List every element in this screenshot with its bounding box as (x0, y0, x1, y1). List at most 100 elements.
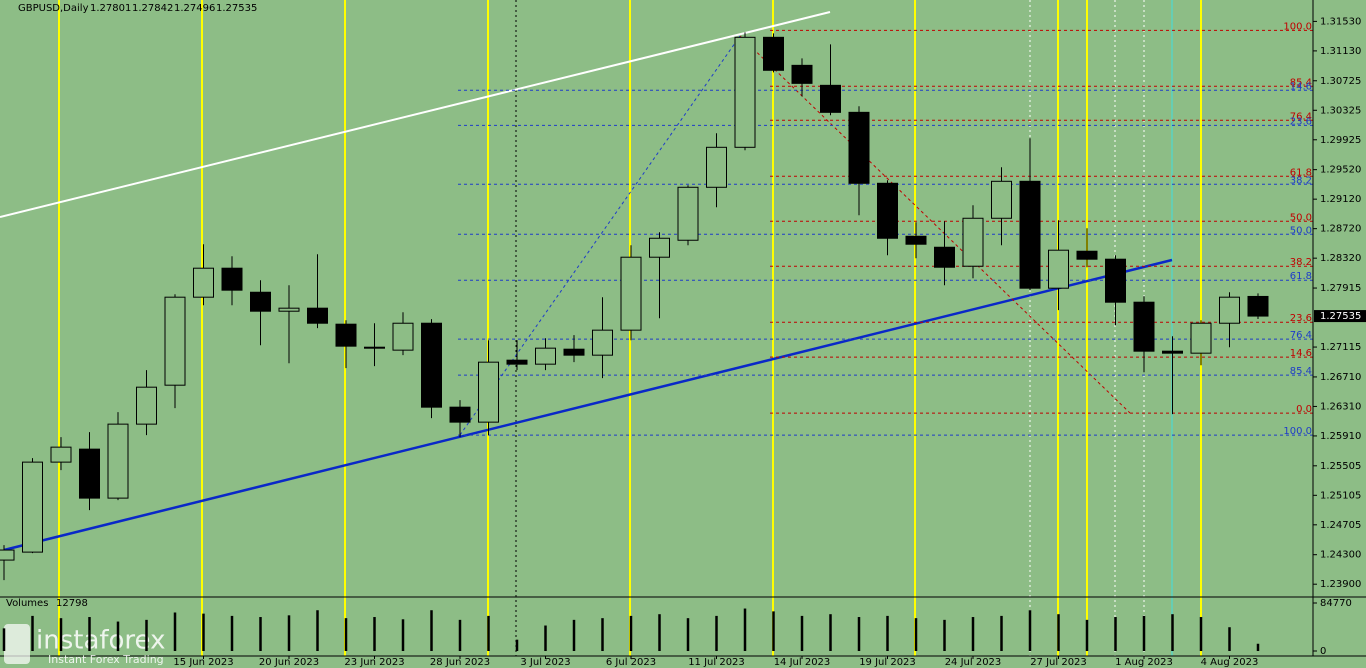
volume-tick-label: 84770 (1320, 598, 1352, 609)
candle-body (107, 423, 129, 499)
candle-body (1190, 322, 1212, 354)
watermark: instaforex Instant Forex Trading (4, 624, 165, 666)
candle-body (79, 448, 100, 499)
candle-body (877, 182, 898, 239)
candle-body (1247, 295, 1269, 317)
y-tick-label: 1.29120 (1320, 194, 1361, 205)
fib-label: 38.2 (1290, 257, 1312, 268)
candle-body (848, 111, 870, 184)
x-tick-label: 27 Jul 2023 (1030, 657, 1087, 668)
fib-trend (739, 35, 1131, 414)
fib-label: 14.6 (1290, 81, 1312, 92)
candle-body (563, 348, 585, 356)
fib-label: 76.4 (1290, 111, 1312, 122)
fib-label: 38.2 (1290, 175, 1312, 186)
candle-body (734, 36, 756, 148)
candle-body (506, 359, 528, 365)
y-tick-label: 1.25105 (1320, 490, 1361, 501)
x-tick-label: 19 Jul 2023 (859, 657, 916, 668)
y-tick-label: 1.26310 (1320, 401, 1361, 412)
x-tick-label: 20 Jun 2023 (259, 657, 319, 668)
candle-body (478, 361, 499, 423)
candle-body (905, 235, 927, 245)
y-tick-label: 1.31530 (1320, 16, 1361, 27)
x-tick-label: 24 Jul 2023 (945, 657, 1002, 668)
y-tick-label: 1.25910 (1320, 431, 1361, 442)
week-lines (515, 0, 1145, 656)
y-tick-label: 1.25505 (1320, 461, 1361, 472)
y-tick-label: 1.27115 (1320, 342, 1361, 353)
fib-label: 85.4 (1290, 366, 1312, 377)
price-tag-label: 1.27535 (1320, 311, 1361, 322)
x-tick-label: 1 Aug 2023 (1115, 657, 1173, 668)
candle-body (535, 347, 556, 365)
trend-line (0, 11, 831, 218)
symbol: GBPUSD,Daily (18, 3, 89, 14)
y-tick-label: 1.24300 (1320, 550, 1361, 561)
candle-body (592, 329, 613, 356)
volume-value: 12798 (56, 598, 88, 609)
candle-body (962, 217, 984, 267)
candle-body (0, 549, 15, 561)
brand: instaforex (36, 626, 165, 656)
x-tick-label: 28 Jun 2023 (430, 657, 490, 668)
candle-body (335, 323, 357, 347)
y-tick-label: 1.26710 (1320, 372, 1361, 383)
candle-body (791, 64, 813, 84)
candle-body (278, 307, 300, 312)
price-tag (1314, 310, 1366, 323)
candle-body (1162, 350, 1183, 354)
trend-line (3, 258, 1173, 552)
candle-body (164, 296, 186, 386)
y-tick-label: 1.31130 (1320, 46, 1361, 57)
candle-body (763, 36, 784, 71)
ohlc-open: 1.27801 (90, 3, 131, 14)
y-tick-label: 1.28320 (1320, 253, 1361, 264)
fib-label: 85.4 (1290, 77, 1312, 88)
ohlc-low: 1.27496 (174, 3, 215, 14)
fib-label: 23.6 (1290, 313, 1312, 324)
candle-body (1219, 296, 1240, 324)
x-tick-label: 23 Jun 2023 (344, 657, 404, 668)
candle-body (1019, 180, 1041, 289)
candle-body (620, 256, 642, 331)
fib-label: 23.6 (1290, 116, 1312, 127)
fib-label: 50.0 (1290, 225, 1312, 236)
ohlc-high: 1.27842 (132, 3, 173, 14)
volume-title: Volumes (6, 598, 48, 609)
candle-body (1076, 250, 1098, 260)
candle-body (221, 267, 243, 291)
ohlc-close: 1.27535 (216, 3, 257, 14)
x-tick-label: 4 Aug 2023 (1201, 657, 1259, 668)
fib-label: 50.0 (1290, 212, 1312, 223)
candle-body (364, 346, 385, 349)
x-tick-label: 3 Jul 2023 (520, 657, 570, 668)
y-tick-label: 1.29520 (1320, 165, 1361, 176)
candle-body (649, 237, 670, 258)
fib-label: 14.6 (1290, 348, 1312, 359)
candle-body (421, 322, 442, 408)
y-tick-label: 1.28720 (1320, 224, 1361, 235)
x-tick-label: 11 Jul 2023 (688, 657, 745, 668)
plot: 100.0 85.4 76.4 61.8 50.0 38.2 23.6 14.6 0.0 14.6… (0, 21, 1313, 581)
y-tick-label: 1.30325 (1320, 105, 1361, 116)
candle-body (22, 461, 43, 553)
fib-label: 76.4 (1290, 330, 1312, 341)
candle-body (677, 186, 699, 241)
candle-body (1133, 301, 1155, 352)
candle-body (392, 322, 414, 351)
candle-body (193, 267, 214, 298)
x-tick-label: 6 Jul 2023 (606, 657, 656, 668)
x-tick-label: 14 Jul 2023 (774, 657, 831, 668)
y-tick-label: 1.24705 (1320, 520, 1361, 531)
fib-label: 100.0 (1283, 426, 1312, 437)
candle-body (991, 180, 1012, 219)
candle-body (50, 446, 72, 463)
fib-label: 0.0 (1296, 404, 1312, 415)
candle-body (820, 84, 841, 113)
candle-body (449, 406, 471, 423)
candle-body (1105, 258, 1126, 303)
candle-body (1048, 249, 1069, 289)
